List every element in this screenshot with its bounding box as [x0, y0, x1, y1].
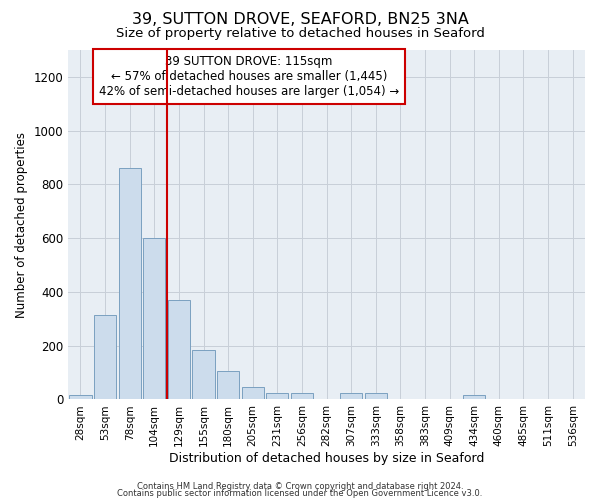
- Bar: [168, 300, 190, 400]
- Bar: [291, 392, 313, 400]
- Text: Contains public sector information licensed under the Open Government Licence v3: Contains public sector information licen…: [118, 490, 482, 498]
- Text: Contains HM Land Registry data © Crown copyright and database right 2024.: Contains HM Land Registry data © Crown c…: [137, 482, 463, 491]
- Bar: [143, 238, 166, 400]
- X-axis label: Distribution of detached houses by size in Seaford: Distribution of detached houses by size …: [169, 452, 484, 465]
- Text: Size of property relative to detached houses in Seaford: Size of property relative to detached ho…: [116, 28, 484, 40]
- Bar: [94, 315, 116, 400]
- Bar: [463, 396, 485, 400]
- Bar: [119, 168, 141, 400]
- Bar: [242, 386, 264, 400]
- Bar: [70, 396, 92, 400]
- Text: 39, SUTTON DROVE, SEAFORD, BN25 3NA: 39, SUTTON DROVE, SEAFORD, BN25 3NA: [131, 12, 469, 28]
- Bar: [193, 350, 215, 400]
- Text: 39 SUTTON DROVE: 115sqm
← 57% of detached houses are smaller (1,445)
42% of semi: 39 SUTTON DROVE: 115sqm ← 57% of detache…: [99, 55, 399, 98]
- Bar: [217, 371, 239, 400]
- Bar: [365, 392, 387, 400]
- Y-axis label: Number of detached properties: Number of detached properties: [15, 132, 28, 318]
- Bar: [266, 392, 289, 400]
- Bar: [340, 392, 362, 400]
